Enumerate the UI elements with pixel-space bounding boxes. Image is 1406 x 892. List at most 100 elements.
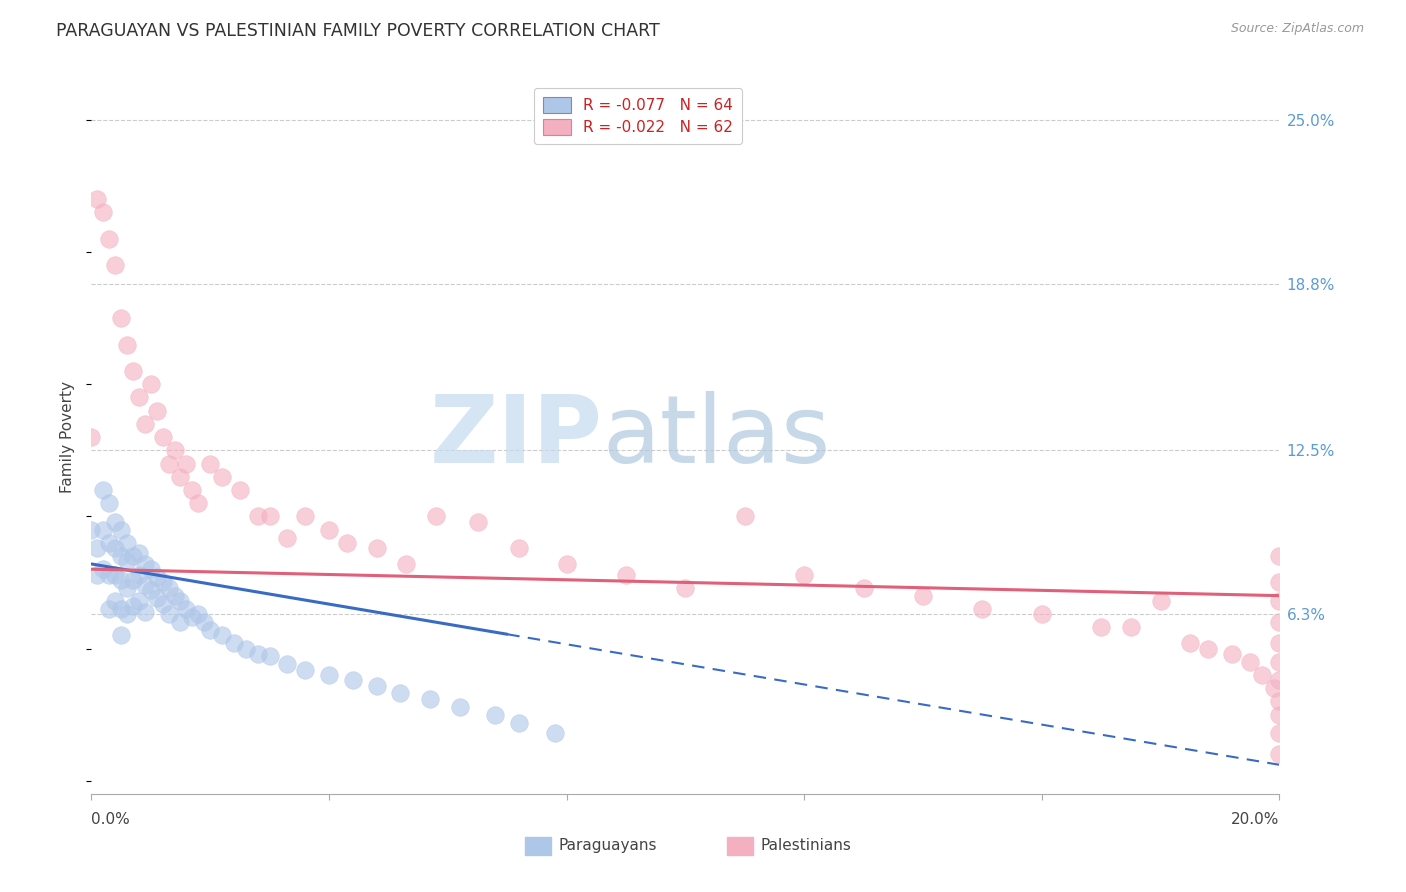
Point	[555, 557, 578, 571]
Point	[508, 541, 530, 555]
Point	[163, 443, 186, 458]
Point	[1268, 747, 1291, 762]
Point	[122, 599, 145, 614]
Point	[128, 567, 150, 582]
Point	[139, 583, 162, 598]
Point	[200, 457, 222, 471]
Point	[98, 567, 121, 582]
Point	[508, 715, 530, 730]
Bar	[727, 837, 754, 855]
Point	[80, 523, 103, 537]
Point	[169, 615, 191, 629]
Point	[152, 597, 174, 611]
Point	[734, 509, 756, 524]
Point	[419, 691, 441, 706]
Point	[157, 581, 180, 595]
Point	[128, 546, 150, 560]
Point	[211, 469, 233, 483]
Point	[852, 581, 875, 595]
Point	[259, 509, 281, 524]
Point	[145, 403, 167, 417]
Point	[366, 541, 388, 555]
Point	[86, 541, 108, 555]
Point	[911, 589, 934, 603]
Point	[449, 699, 471, 714]
Point	[122, 573, 145, 587]
Point	[115, 607, 138, 622]
Point	[163, 589, 186, 603]
Point	[110, 573, 132, 587]
Point	[1031, 607, 1053, 622]
Point	[673, 581, 696, 595]
Point	[222, 636, 245, 650]
Point	[145, 591, 167, 606]
Point	[145, 570, 167, 584]
Point	[91, 523, 114, 537]
Point	[246, 509, 269, 524]
Text: Palestinians: Palestinians	[761, 838, 851, 854]
Point	[110, 549, 132, 563]
Point	[98, 496, 121, 510]
Point	[211, 628, 233, 642]
Point	[152, 575, 174, 590]
Point	[193, 615, 215, 629]
Point	[1250, 668, 1272, 682]
Point	[366, 679, 388, 693]
Legend: R = -0.077   N = 64, R = -0.022   N = 62: R = -0.077 N = 64, R = -0.022 N = 62	[534, 88, 742, 145]
Point	[134, 417, 156, 431]
Point	[157, 607, 180, 622]
Point	[1239, 655, 1261, 669]
Point	[1268, 694, 1291, 708]
Point	[110, 311, 132, 326]
Point	[134, 605, 156, 619]
Point	[1268, 575, 1291, 590]
Point	[389, 686, 412, 700]
Text: 0.0%: 0.0%	[91, 813, 131, 828]
Point	[104, 258, 127, 272]
Point	[544, 726, 567, 740]
Point	[115, 536, 138, 550]
Point	[318, 523, 340, 537]
Point	[1268, 707, 1291, 722]
Point	[229, 483, 252, 497]
Point	[1268, 549, 1291, 563]
Point	[98, 232, 121, 246]
Point	[80, 430, 103, 444]
Text: ZIP: ZIP	[429, 391, 602, 483]
Point	[91, 205, 114, 219]
Point	[200, 623, 222, 637]
Point	[115, 581, 138, 595]
Point	[1268, 594, 1291, 608]
Point	[104, 567, 127, 582]
Point	[1180, 636, 1202, 650]
Point	[110, 602, 132, 616]
Point	[336, 536, 359, 550]
Point	[294, 663, 316, 677]
Point	[1268, 615, 1291, 629]
Point	[1090, 620, 1112, 634]
Point	[169, 594, 191, 608]
Point	[98, 536, 121, 550]
Point	[104, 515, 127, 529]
Point	[122, 364, 145, 378]
Y-axis label: Family Poverty: Family Poverty	[60, 381, 76, 493]
Bar	[524, 837, 551, 855]
Point	[128, 594, 150, 608]
Point	[972, 602, 994, 616]
Point	[614, 567, 637, 582]
Point	[122, 549, 145, 563]
Point	[139, 377, 162, 392]
Point	[235, 641, 257, 656]
Point	[1268, 726, 1291, 740]
Point	[176, 602, 198, 616]
Point	[128, 391, 150, 405]
Point	[91, 562, 114, 576]
Point	[1268, 655, 1291, 669]
Point	[1149, 594, 1171, 608]
Point	[134, 578, 156, 592]
Point	[181, 609, 204, 624]
Point	[793, 567, 815, 582]
Point	[86, 567, 108, 582]
Point	[115, 337, 138, 351]
Point	[176, 457, 198, 471]
